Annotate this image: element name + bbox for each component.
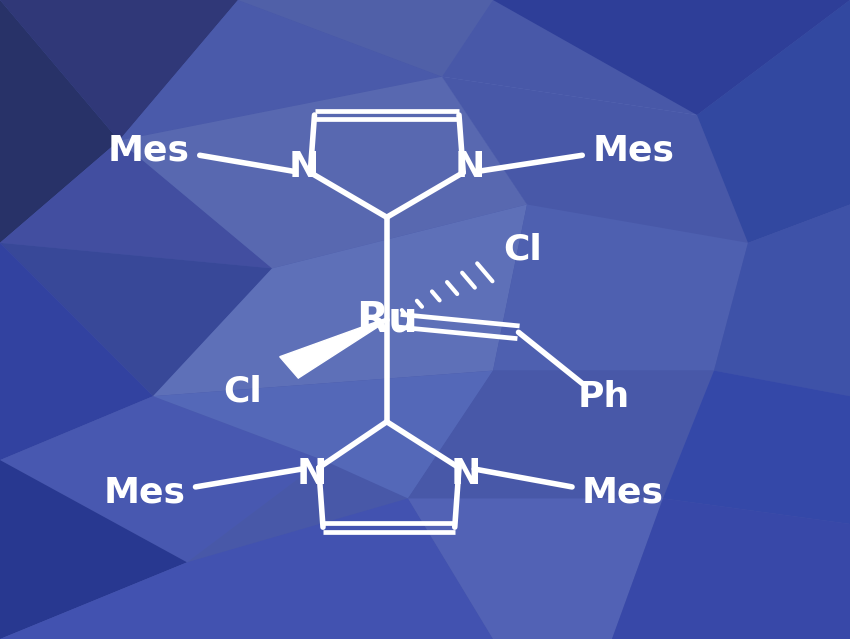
Polygon shape xyxy=(119,0,442,141)
Polygon shape xyxy=(612,498,850,639)
Text: N: N xyxy=(450,457,481,491)
Polygon shape xyxy=(493,204,748,371)
Text: Mes: Mes xyxy=(592,133,674,167)
Polygon shape xyxy=(714,204,850,396)
Polygon shape xyxy=(0,243,153,460)
Text: Ru: Ru xyxy=(356,298,417,341)
Polygon shape xyxy=(0,243,272,396)
Polygon shape xyxy=(280,318,388,378)
Polygon shape xyxy=(442,77,748,243)
Polygon shape xyxy=(408,371,714,498)
Polygon shape xyxy=(238,0,493,77)
Text: Ph: Ph xyxy=(577,380,630,415)
Text: Cl: Cl xyxy=(223,374,262,409)
Polygon shape xyxy=(0,141,272,268)
Text: Mes: Mes xyxy=(582,475,664,509)
Polygon shape xyxy=(663,371,850,524)
Polygon shape xyxy=(153,204,527,396)
Text: N: N xyxy=(288,150,319,185)
Polygon shape xyxy=(442,77,697,204)
Polygon shape xyxy=(697,0,850,243)
Polygon shape xyxy=(408,498,663,639)
Text: Mes: Mes xyxy=(104,475,185,509)
Polygon shape xyxy=(493,0,850,115)
Polygon shape xyxy=(119,77,527,268)
Text: Mes: Mes xyxy=(108,133,190,167)
Polygon shape xyxy=(0,0,238,141)
Polygon shape xyxy=(0,396,323,562)
Polygon shape xyxy=(153,371,493,498)
Text: Cl: Cl xyxy=(503,232,542,266)
Text: N: N xyxy=(297,457,327,491)
Polygon shape xyxy=(0,498,493,639)
Polygon shape xyxy=(0,460,187,639)
Polygon shape xyxy=(0,0,119,243)
Text: N: N xyxy=(455,150,485,185)
